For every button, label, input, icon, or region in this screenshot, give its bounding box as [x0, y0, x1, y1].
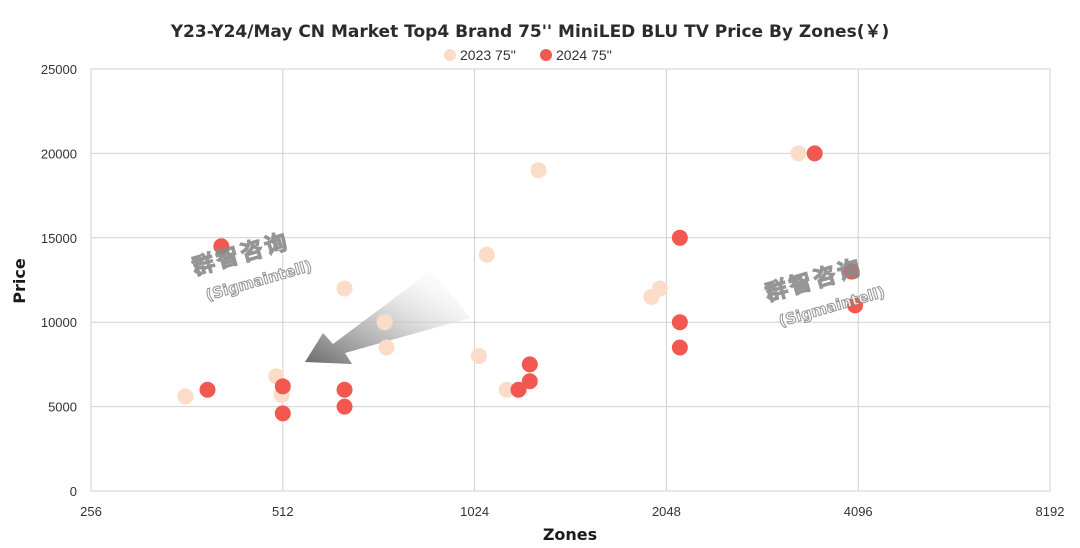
x-tick-label: 8192 [1036, 504, 1065, 519]
plot-frame [90, 68, 1051, 492]
y-axis-ticks: 0 5000 10000 15000 20000 25000 [41, 62, 77, 499]
x-tick-label: 1024 [460, 504, 489, 519]
data-point [274, 378, 291, 395]
data-point [671, 229, 688, 246]
legend-label-2024: 2024 75'' [556, 47, 612, 63]
data-point [336, 280, 353, 297]
watermark-left: 群智咨询 (Sigmaintell) [189, 228, 315, 305]
data-point [843, 263, 860, 280]
data-point [336, 381, 353, 398]
gridlines [91, 69, 1050, 491]
watermark-right: 群智咨询 (Sigmaintell) [762, 254, 888, 331]
data-point [651, 280, 668, 297]
data-point [790, 145, 807, 162]
x-axis-label: Zones [543, 525, 597, 544]
data-point [378, 339, 395, 356]
data-point [671, 314, 688, 331]
x-tick-label: 2048 [652, 504, 681, 519]
data-point [376, 314, 393, 331]
y-tick-label: 25000 [41, 62, 77, 77]
x-tick-label: 4096 [844, 504, 873, 519]
y-axis-label: Price [10, 258, 29, 304]
data-point [671, 339, 688, 356]
x-axis-ticks: 256 512 1024 2048 4096 8192 [80, 504, 1064, 519]
x-tick-label: 512 [272, 504, 294, 519]
data-point [177, 388, 194, 405]
data-point [530, 162, 547, 179]
y-tick-label: 10000 [41, 315, 77, 330]
data-point [470, 347, 487, 364]
data-point [199, 381, 216, 398]
legend-marker-2024 [540, 49, 552, 61]
y-tick-label: 15000 [41, 231, 77, 246]
data-point [521, 373, 538, 390]
data-point [510, 381, 527, 398]
data-point [847, 297, 864, 314]
data-point [521, 356, 538, 373]
y-tick-label: 5000 [48, 400, 77, 415]
legend: 2023 75'' 2024 75'' [444, 47, 612, 63]
data-points [177, 145, 864, 422]
legend-marker-2023 [444, 49, 456, 61]
chart-title: Y23-Y24/May CN Market Top4 Brand 75'' Mi… [170, 22, 889, 42]
data-point [274, 405, 291, 422]
data-point [336, 398, 353, 415]
x-tick-label: 256 [80, 504, 102, 519]
legend-label-2023: 2023 75'' [460, 47, 516, 63]
y-tick-label: 0 [70, 484, 77, 499]
y-tick-label: 20000 [41, 146, 77, 161]
data-point [478, 246, 495, 263]
data-point [806, 145, 823, 162]
data-point [498, 381, 515, 398]
series-2024 [199, 145, 864, 422]
data-point [213, 238, 230, 255]
